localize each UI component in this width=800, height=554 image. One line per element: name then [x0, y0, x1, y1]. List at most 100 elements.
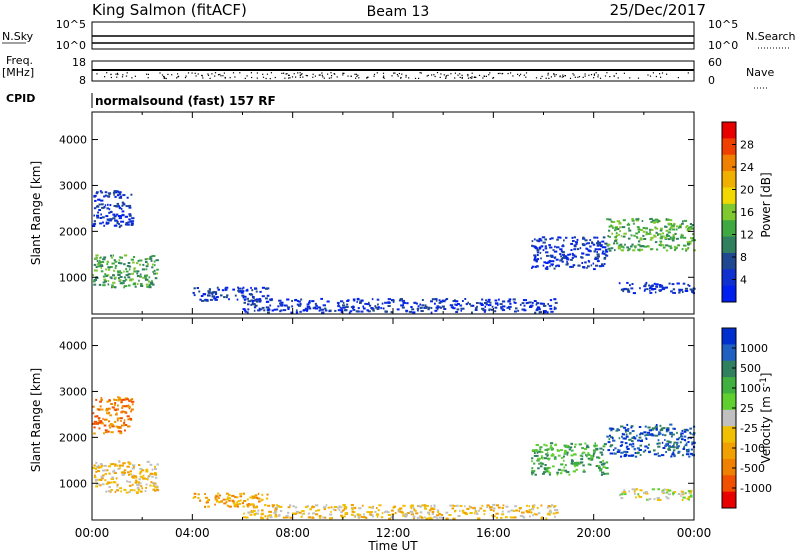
range-cell [519, 303, 522, 306]
range-cell [529, 304, 533, 307]
range-cell [114, 409, 118, 412]
nave-dot [467, 75, 469, 77]
range-cell [273, 511, 276, 514]
range-cell [440, 306, 442, 309]
range-cell [218, 501, 221, 504]
range-cell [118, 193, 122, 195]
range-cell [239, 495, 243, 498]
range-cell [292, 512, 296, 515]
range-cell [107, 482, 110, 485]
range-cell [617, 448, 619, 451]
range-cell [530, 511, 533, 514]
range-cell [136, 270, 140, 273]
range-cell [550, 444, 552, 447]
range-cell [325, 504, 328, 507]
range-cell [655, 427, 658, 429]
range-cell [109, 463, 113, 466]
range-cell [570, 442, 573, 445]
range-cell [237, 500, 241, 503]
range-cell [571, 236, 574, 239]
range-cell [318, 516, 322, 519]
range-cell [148, 283, 151, 286]
range-cell [121, 473, 125, 476]
range-cell [556, 473, 559, 476]
range-cell [570, 265, 574, 268]
range-cell [552, 249, 555, 252]
nave-dot [312, 73, 314, 75]
nave-dot [414, 77, 417, 79]
range-cell [585, 453, 587, 456]
range-cell [145, 486, 147, 489]
range-cell [101, 483, 105, 486]
range-cell [100, 422, 104, 425]
range-cell [254, 298, 257, 301]
range-cell [681, 499, 684, 501]
range-cell [652, 221, 656, 224]
range-cell [114, 219, 117, 222]
range-cell [264, 515, 267, 518]
nave-dot [147, 77, 149, 79]
range-cell [267, 307, 270, 310]
range-cell [126, 223, 130, 226]
range-cell [613, 242, 616, 245]
range-cell [501, 300, 506, 303]
range-cell [672, 493, 674, 496]
range-cell [501, 510, 504, 513]
range-cell [274, 515, 278, 518]
range-cell [544, 470, 548, 473]
range-cell [197, 493, 200, 496]
range-cell [114, 491, 117, 493]
range-cell [465, 302, 468, 305]
range-cell [602, 445, 606, 448]
nave-dot [382, 72, 385, 74]
range-cell [645, 433, 648, 436]
nave-dot [284, 77, 286, 79]
range-cell [611, 232, 614, 235]
range-cell [667, 428, 670, 431]
range-cell [687, 441, 690, 443]
range-cell [141, 268, 145, 271]
range-cell [497, 303, 499, 306]
range-cell [100, 265, 104, 267]
range-cell [382, 307, 385, 310]
range-cell [112, 254, 114, 257]
range-cell [322, 308, 324, 311]
range-cell [100, 190, 102, 193]
colorbar-segment [722, 409, 736, 427]
range-cell [622, 235, 626, 238]
range-cell [150, 481, 153, 484]
range-cell [661, 454, 665, 457]
range-cell [141, 487, 143, 490]
range-cell [664, 434, 667, 437]
range-cell [571, 252, 574, 255]
range-cell [592, 453, 595, 455]
range-cell [376, 507, 378, 509]
range-cell [533, 254, 537, 257]
range-cell [667, 218, 670, 221]
range-cell [659, 284, 664, 287]
range-cell [563, 466, 566, 469]
range-cell [536, 265, 539, 268]
range-cell [626, 223, 631, 226]
range-cell [114, 260, 118, 263]
range-cell [581, 243, 585, 246]
nave-dot [461, 76, 463, 79]
range-cell [555, 265, 557, 268]
range-cell [680, 288, 684, 291]
range-cell [113, 472, 117, 474]
range-cell [114, 402, 117, 404]
range-cell [633, 492, 636, 495]
range-cell [540, 517, 543, 520]
nave-dot [347, 75, 349, 77]
velocity-ylabel: Slant Range [km] [29, 368, 43, 472]
range-cell [265, 306, 269, 309]
range-cell [654, 291, 657, 294]
range-cell [97, 470, 101, 473]
range-cell [680, 234, 684, 237]
range-cell [307, 512, 310, 515]
range-cell [525, 302, 528, 305]
range-cell [127, 262, 131, 264]
range-cell [121, 210, 125, 213]
range-cell [645, 281, 648, 284]
range-cell [683, 430, 687, 433]
